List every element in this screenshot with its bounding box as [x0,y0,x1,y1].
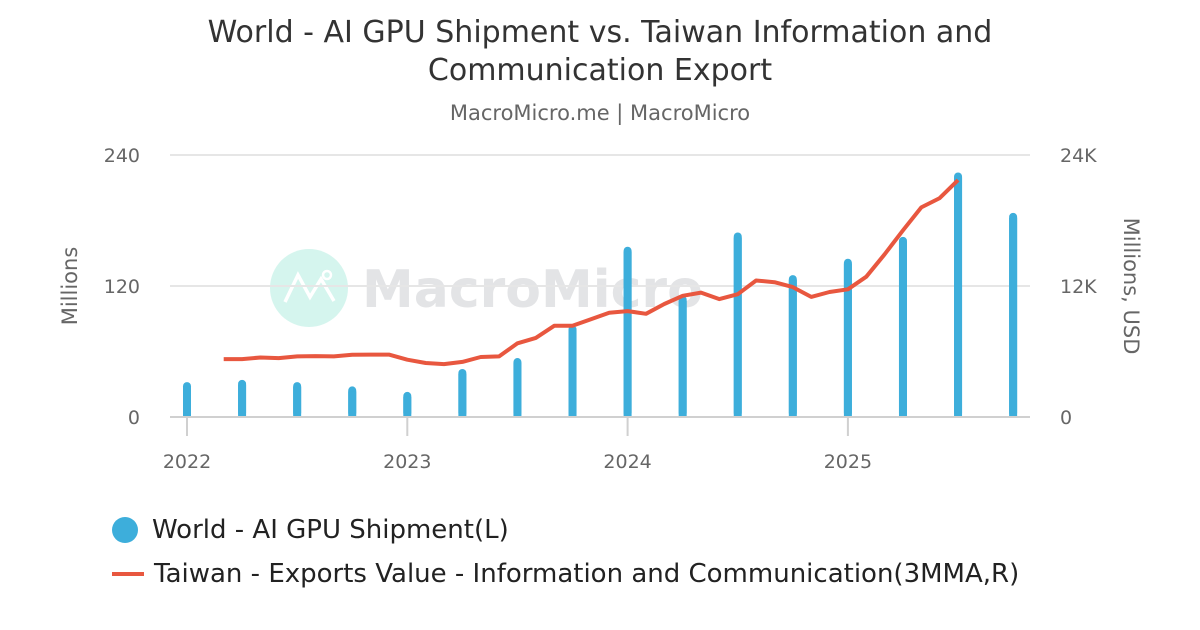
bar-series [183,172,1018,417]
taiwan-exports-line[interactable] [223,178,960,367]
legend-label: World - AI GPU Shipment(L) [152,515,509,545]
right-axis-title: Millions, USD [1119,218,1143,355]
chart-title-line2: Communication Export [427,53,773,88]
x-tick-label: 2024 [603,451,651,473]
legend-label: Taiwan - Exports Value - Information and… [154,559,1020,589]
legend-item-gpu-shipment[interactable]: World - AI GPU Shipment(L) [112,508,1019,552]
right-tick-label: 0 [1060,407,1072,429]
chart-title: World - AI GPU Shipment vs. Taiwan Infor… [0,14,1200,90]
line-series [223,178,960,367]
legend: World - AI GPU Shipment(L) Taiwan - Expo… [112,508,1019,596]
watermark: MacroMicro [270,249,703,327]
left-tick-label: 120 [104,276,140,298]
right-tick-label: 12K [1060,276,1097,298]
x-tick-label: 2025 [824,451,872,473]
chart-title-line1: World - AI GPU Shipment vs. Taiwan Infor… [207,15,993,50]
right-tick-label: 24K [1060,145,1097,167]
legend-item-taiwan-exports[interactable]: Taiwan - Exports Value - Information and… [112,552,1019,596]
axes: 0 120 240 0 12K 24K 2022 2023 2024 2025 [104,145,1097,473]
left-axis-title: Millions [58,247,82,326]
watermark-text: MacroMicro [362,260,703,320]
x-tick-label: 2023 [383,451,431,473]
left-tick-label: 0 [128,407,140,429]
legend-circle-icon [112,517,138,543]
macromicro-logo-icon [270,249,348,327]
chart-subtitle: MacroMicro.me | MacroMicro [449,101,751,125]
left-tick-label: 240 [104,145,140,167]
legend-line-icon [112,572,144,576]
x-tick-label: 2022 [163,451,211,473]
gridlines [170,154,1030,287]
